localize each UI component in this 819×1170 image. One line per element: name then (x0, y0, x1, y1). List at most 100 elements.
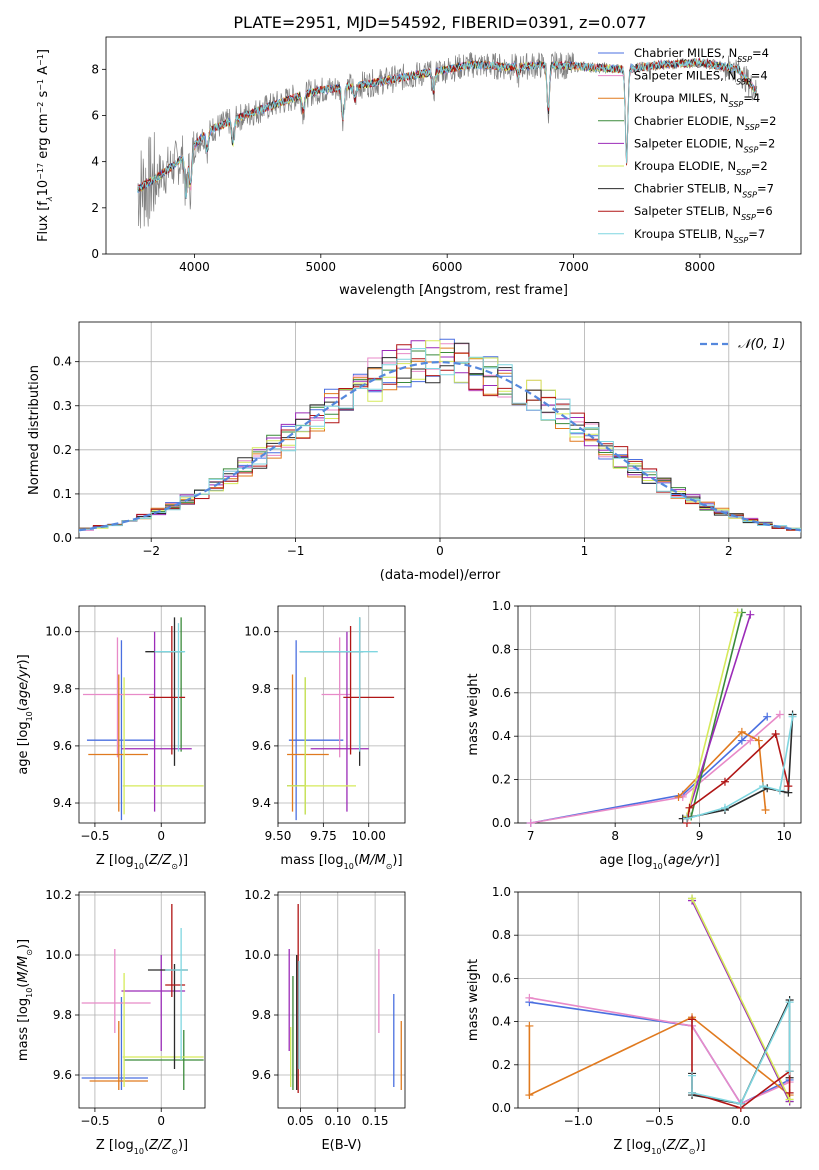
spectrum-frame (105, 36, 802, 255)
mass-weight-marker (525, 1021, 534, 1030)
mass-weight-marker (688, 894, 697, 903)
residuals-axes: −2 −1 0 1 2 0.0 0.1 0.2 0.3 0.4 𝒩(0, 1) (data-model… (27, 321, 802, 583)
residuals-xtick-label: 1 (581, 544, 589, 558)
mass-weight-marker (688, 1015, 697, 1024)
age-Z-axes: −0.5 0 9.4 9.6 9.8 10.0 Z [log10(Z/Z⊙)] age [lo… (16, 605, 206, 871)
residuals-ytick-label: 0.4 (53, 355, 72, 369)
age-mass-frame (277, 605, 406, 824)
mass-weight-marker (526, 819, 535, 827)
mass-weight-line (686, 732, 790, 824)
legend-entry-label: Salpeter STELIB, NSSP=6 (634, 204, 773, 222)
normal-legend-label: 𝒩(0, 1) (738, 337, 785, 352)
mass-weight-marker (525, 993, 534, 1002)
legend-entry-label: Kroupa ELODIE, NSSP=2 (634, 159, 768, 177)
age-Z-ytick-label: 9.8 (53, 682, 72, 696)
mass-weight-line (528, 1016, 791, 1097)
mass-weight-marker (785, 1088, 794, 1097)
mw-age-xtick-label: 7 (527, 829, 535, 843)
mw-age-xtick-label: 9 (696, 829, 704, 843)
mw-age-xtick-label: 10 (776, 829, 791, 843)
age-mass-axes: 9.50 9.75 10.00 9.4 9.6 9.8 10.0 mass [log10(M/… (244, 605, 406, 871)
mass-weight-line (690, 612, 743, 817)
age-mass-ytick-label: 10.0 (244, 625, 271, 639)
spectrum-xtick-label: 6000 (432, 260, 463, 274)
mw-Z-xtick-label: 0.0 (731, 1114, 750, 1128)
spectrum-xtick-label: 7000 (558, 260, 589, 274)
mass-EBV-xtick-label: 0.05 (287, 1114, 314, 1128)
mass-EBV-xtick-label: 0.10 (324, 1114, 351, 1128)
age-Z-frame (78, 605, 206, 824)
age-Z-xtick-label: −0.5 (80, 829, 109, 843)
mass-Z-frame (78, 891, 206, 1109)
mass-weight-line (691, 898, 791, 1100)
mass-Z-axes: −0.5 0 9.6 9.8 10.0 10.2 Z [log10(Z/Z⊙)] mass [… (16, 888, 206, 1156)
mw-Z-xtick-label: −1.0 (564, 1114, 593, 1128)
spectrum-ytick-label: 6 (91, 108, 99, 122)
mw-Z-ytick-label: 1.0 (492, 885, 511, 899)
mw-age-xtick-label: 8 (611, 829, 619, 843)
residuals-ytick-label: 0.2 (53, 443, 72, 457)
mass-weight-marker (763, 712, 772, 721)
mass-weight-marker (761, 805, 770, 814)
spectrum-xtick-label: 4000 (179, 260, 210, 274)
mass-weight-line (686, 614, 752, 817)
mw-Z-ytick-label: 0.8 (492, 928, 511, 942)
mass-EBV-ytick-label: 9.8 (252, 1008, 271, 1022)
mass-EBV-ytick-label: 10.2 (244, 888, 271, 902)
mass-weight-marker (758, 782, 767, 791)
mass-weight-marker (685, 803, 694, 812)
spectrum-axes: 4000 5000 6000 7000 8000 0 2 4 6 8 wavelength [Ang… (36, 36, 802, 298)
spectrum-xtick-label: 5000 (306, 260, 337, 274)
legend-entry-label: Salpeter ELODIE, NSSP=2 (634, 136, 775, 154)
mass-weight-marker (784, 782, 793, 791)
spectrum-ylabel: Flux [fλ10−17 erg cm−2 s−1 A−1] (36, 49, 54, 242)
mass-weight-marker (775, 786, 784, 795)
mass-weight-marker (720, 803, 729, 812)
normal-curve (79, 360, 801, 532)
age-Z-xtick-label: 0 (157, 829, 165, 843)
mass-weight-marker (775, 710, 784, 719)
age-axis-label: age [log10(age/yr)] (599, 853, 719, 871)
mass-weight-marker (785, 1067, 794, 1076)
mass-EBV-axes: 0.05 0.10 0.15 9.6 9.8 10.0 10.2 E(B-V) (244, 888, 406, 1153)
mass-weight-marker (736, 1099, 745, 1108)
mass-weight-line (530, 713, 781, 824)
legend-entry-label: Chabrier MILES, NSSP=4 (634, 46, 769, 64)
EBV-axis-label: E(B-V) (321, 1138, 361, 1153)
mass-weight-marker (688, 1071, 697, 1080)
mw-Z-axes: −1.0 −0.5 0.0 0.0 0.2 0.4 0.6 0.8 1.0 Z [log10(Z/… (466, 885, 802, 1156)
residuals-xtick-label: −2 (142, 544, 160, 558)
mw-age-ytick-label: 0.0 (492, 816, 511, 830)
legend-entry-label: Chabrier ELODIE, NSSP=2 (634, 114, 776, 132)
mass-weight-marker (720, 777, 729, 786)
age-axis-label: age [log10(age/yr)] (16, 654, 34, 774)
age-Z-ytick-label: 9.6 (53, 739, 72, 753)
spectrum-xtick-label: 8000 (685, 260, 716, 274)
residuals-ytick-label: 0.0 (53, 531, 72, 545)
mass-Z-ytick-label: 10.0 (45, 948, 72, 962)
mass-weight-line (691, 900, 791, 1102)
age-mass-ytick-label: 9.8 (252, 682, 271, 696)
mass-weight-line (677, 730, 767, 811)
residuals-xtick-label: 2 (725, 544, 733, 558)
residuals-xtick-label: 0 (436, 544, 444, 558)
mw-Z-ytick-label: 0.2 (492, 1058, 511, 1072)
mass-weight-marker (737, 727, 746, 736)
mw-age-ytick-label: 0.8 (492, 642, 511, 656)
spectrum-ytick-label: 0 (91, 247, 99, 261)
mass-weight-ylabel: mass weight (466, 673, 481, 755)
legend-entry-label: Salpeter MILES, NSSP=4 (634, 69, 768, 87)
age-Z-ytick-label: 10.0 (45, 625, 72, 639)
mass-EBV-xtick-label: 0.15 (362, 1114, 389, 1128)
spectrum-ytick-label: 8 (91, 62, 99, 76)
age-mass-xtick-label: 10.00 (352, 829, 386, 843)
mw-Z-ytick-label: 0.6 (492, 971, 511, 985)
mass-Z-ytick-label: 9.8 (53, 1008, 72, 1022)
mass-Z-ytick-label: 9.6 (53, 1068, 72, 1082)
mass-EBV-ytick-label: 9.6 (252, 1068, 271, 1082)
legend-entry-label: Kroupa STELIB, NSSP=7 (634, 227, 765, 245)
mass-weight-marker (788, 712, 797, 721)
mass-Z-ytick-label: 10.2 (45, 888, 72, 902)
mass-weight-line (530, 716, 768, 824)
